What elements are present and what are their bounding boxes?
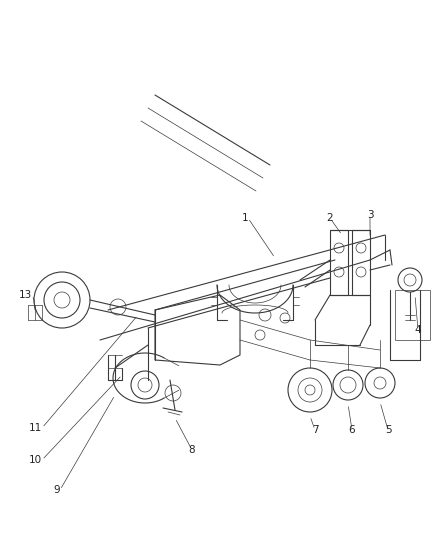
Text: 10: 10 — [29, 455, 42, 465]
Text: 5: 5 — [385, 425, 391, 435]
Text: 11: 11 — [29, 423, 42, 433]
Text: 2: 2 — [327, 213, 333, 223]
Text: 1: 1 — [241, 213, 248, 223]
Text: 8: 8 — [189, 445, 195, 455]
Text: 7: 7 — [312, 425, 318, 435]
Text: 3: 3 — [367, 210, 373, 220]
Text: 13: 13 — [19, 290, 32, 300]
Text: 9: 9 — [53, 485, 60, 495]
Text: 6: 6 — [349, 425, 355, 435]
Text: 4: 4 — [415, 325, 421, 335]
